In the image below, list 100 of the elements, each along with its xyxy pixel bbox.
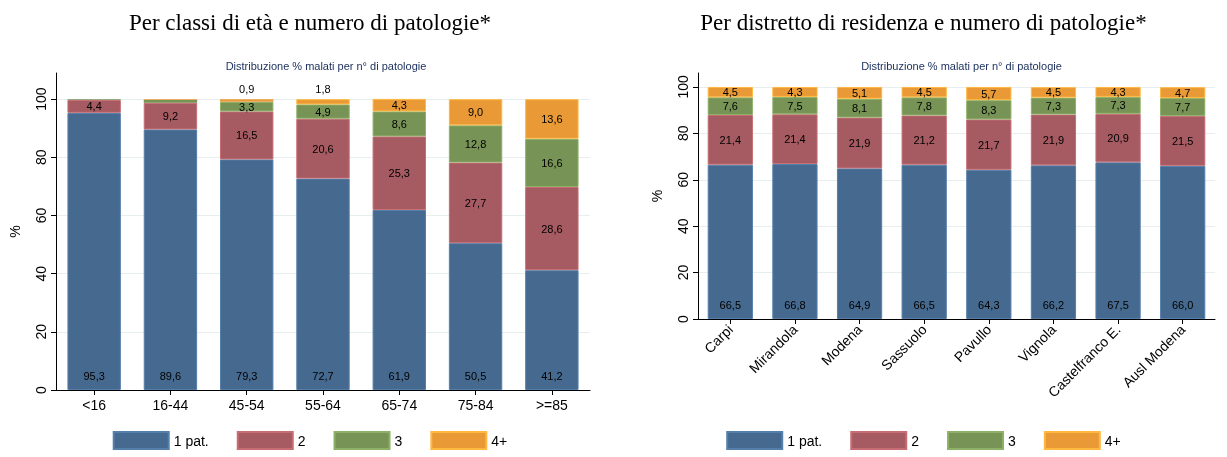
y-tick-label: 100 [33,87,49,111]
data-label: 66,2 [1042,298,1065,311]
bar [966,169,1012,319]
legend-label: 2 [911,432,920,449]
x-tick-label: 55-64 [305,397,342,413]
y-tick-label: 0 [675,314,691,323]
data-label: 27,7 [464,196,487,209]
y-tick-label: 60 [33,207,49,224]
bar [707,86,753,98]
data-label: 95,3 [83,369,105,382]
bar [836,168,883,319]
bar [296,178,350,390]
data-label: 66,5 [913,298,935,311]
bar [143,129,198,390]
data-label: 79,3 [236,369,258,382]
data-label: 12,8 [464,137,487,150]
bar [296,118,350,179]
bar [372,111,426,137]
bar [966,86,1012,101]
bar [772,163,818,319]
y-tick-label: 20 [33,323,49,340]
bar [372,209,426,390]
data-label: 5,1 [851,86,868,99]
bar [1030,87,1077,98]
data-label: 89,6 [159,369,182,382]
bar [901,86,947,98]
bar [1030,165,1077,319]
x-tick-label: <16 [82,397,107,413]
bar [296,104,350,119]
bar [525,187,579,271]
y-tick-label: 80 [33,149,49,166]
x-tick-label: 16-44 [152,397,189,413]
bar [1030,97,1077,115]
data-label: 21,9 [848,136,871,149]
bar [1160,98,1206,116]
bar [836,98,883,118]
bar [1160,165,1206,319]
data-label: 28,6 [541,222,563,235]
data-label: 16,5 [236,129,258,142]
bar [1030,114,1077,166]
bar [448,162,503,244]
bar [901,115,947,165]
bar [143,102,198,130]
bar [1095,96,1141,114]
bar [372,98,426,112]
data-label: 7,3 [1045,100,1062,113]
data-label: 3,3 [239,100,255,113]
chart-subtitle: Distribuzione % malati per n° di patologie [225,59,427,72]
legend-label: 3 [1008,432,1017,449]
data-label: 7,6 [722,100,738,113]
chart-subtitle: Distribuzione % malati per n° di patologie [861,59,1062,72]
data-label: 72,7 [312,369,334,382]
bar [67,100,121,113]
bar [901,97,947,116]
data-label: 7,3 [1110,99,1126,112]
legend-label: 4+ [491,432,508,449]
bar [772,114,818,164]
chart-title: Per distretto di residenza e numero di patologie* [700,10,1147,35]
y-axis-title: % [7,225,23,238]
bar [220,111,274,160]
data-label: 4,5 [1045,86,1062,99]
bar [525,138,579,187]
data-label: 4,3 [391,99,407,112]
legend-label: 2 [297,432,306,449]
y-tick-label: 40 [675,218,691,234]
data-label: 66,5 [719,298,742,311]
bar [707,164,753,319]
bar [836,117,883,169]
bar [966,100,1012,120]
data-label: 4,7 [1175,86,1191,99]
bar [525,99,579,139]
legend-label: 1 pat. [787,432,823,449]
bar [220,101,274,112]
data-label: 4,5 [722,86,738,99]
data-label: 21,5 [1171,134,1194,147]
y-tick-label: 80 [675,125,691,142]
data-label: 4,9 [315,105,331,118]
data-label: 21,7 [978,138,1000,151]
data-label: 7,7 [1175,101,1191,113]
bar [1095,162,1141,319]
data-label: 21,2 [913,134,935,147]
y-tick-label: 100 [675,75,691,99]
legend-label: 3 [394,432,403,449]
bar [448,243,503,390]
bar [67,112,121,390]
data-label: 20,6 [312,142,334,155]
bar [525,270,579,390]
data-label: 5,7 [981,87,997,100]
data-label: 50,5 [464,369,487,382]
legend-label: 1 pat. [173,432,209,449]
data-label: 4,3 [787,85,803,98]
data-label: 25,3 [388,167,410,180]
data-label: 21,4 [784,133,806,146]
data-label: 9,0 [467,106,484,119]
bar [1160,115,1206,166]
y-tick-label: 60 [675,171,691,188]
bar [966,119,1012,170]
data-label: 13,6 [541,112,563,125]
data-label: 66,0 [1171,298,1194,311]
bar [707,115,753,165]
